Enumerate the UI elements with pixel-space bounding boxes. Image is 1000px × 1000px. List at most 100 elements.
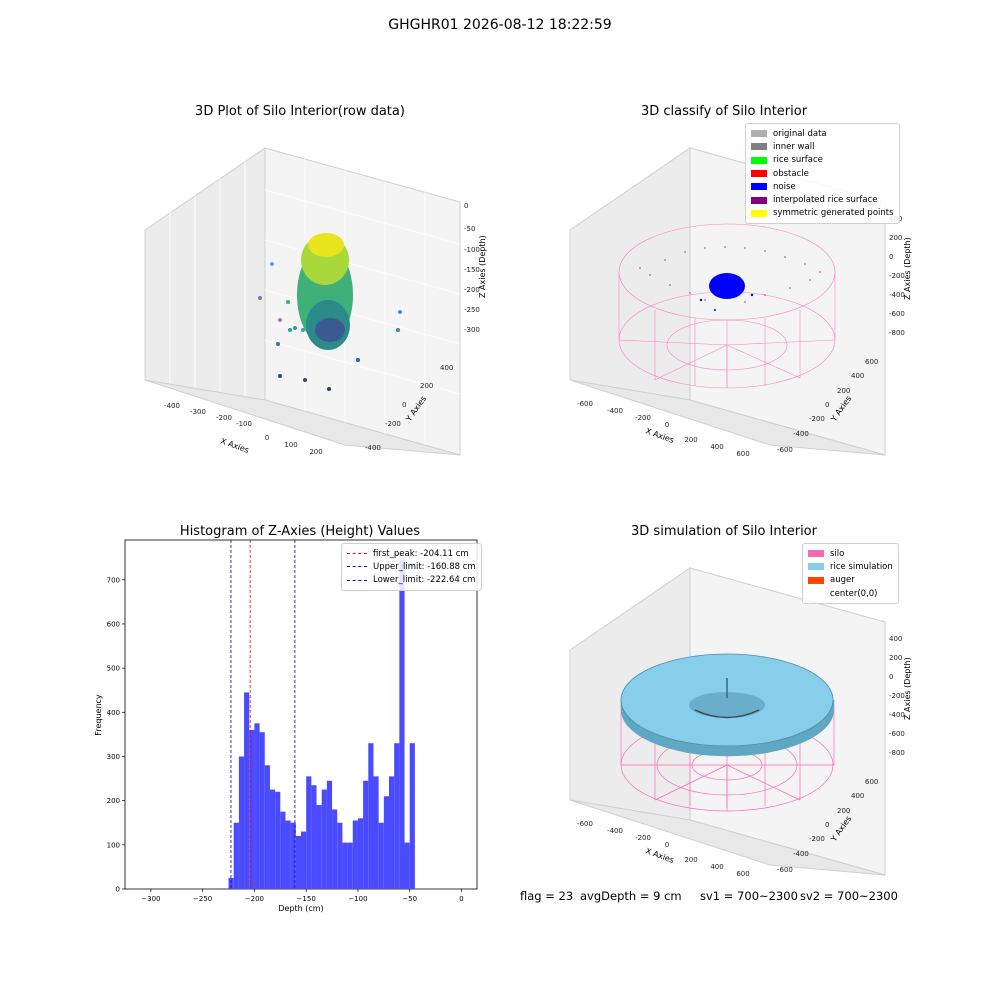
classify-ytick: 600	[865, 358, 878, 366]
classify-ytick: 400	[851, 372, 864, 380]
raw-ytick: -400	[365, 444, 381, 452]
legend-item: inner wall	[751, 140, 894, 153]
legend-swatch	[751, 130, 767, 138]
simulation-x-label: X Axies	[644, 846, 675, 865]
histogram-bar	[342, 842, 348, 889]
simulation-ytick: -200	[809, 835, 825, 843]
simulation-ztick: 400	[889, 635, 902, 643]
simulation-ytick: 400	[851, 792, 864, 800]
classify-ztick: -800	[889, 329, 905, 337]
simulation-ztick: 200	[889, 654, 902, 662]
legend-label: original data	[773, 128, 827, 139]
raw-ztick: -250	[464, 306, 480, 314]
simulation-y-ticks: -600 -400 -200 0 200 400 600	[777, 778, 878, 874]
histogram-bar	[378, 822, 384, 889]
raw-scatter-outliers	[258, 262, 402, 391]
legend-label: first_peak: -204.11 cm	[373, 548, 469, 559]
histogram-bar	[285, 820, 291, 889]
classify-ytick: 0	[825, 401, 829, 409]
histogram-bar	[249, 729, 255, 889]
simulation-plot-title: 3D simulation of Silo Interior	[631, 524, 817, 539]
legend-swatch	[808, 563, 824, 571]
raw-x-ticks: -400 -300 -200 -100 0 100 200	[164, 402, 323, 456]
legend-item: auger	[808, 574, 893, 587]
histogram-y-tick-label: 300	[107, 753, 120, 761]
histogram-bar	[316, 805, 322, 889]
histogram-bar	[399, 559, 405, 889]
raw-xtick: -300	[190, 408, 206, 416]
legend-item: rice surface	[751, 154, 894, 167]
raw-point-cloud	[297, 233, 353, 350]
histogram-bar	[269, 789, 276, 889]
raw-xtick: 200	[309, 448, 322, 456]
histogram-x-ticks: −300 −250 −200 −150 −100 −50 0	[141, 889, 464, 903]
histogram-x-tick-label: −150	[297, 895, 316, 903]
raw-x-label: X Axies	[219, 436, 250, 455]
simulation-ztick: -200	[889, 692, 905, 700]
legend-swatch	[808, 576, 824, 584]
classify-xtick: 400	[710, 443, 723, 451]
histogram-bar	[363, 780, 369, 889]
raw-xtick: -200	[216, 414, 232, 422]
raw-xtick: 100	[284, 441, 297, 449]
simulation-ytick: -600	[777, 866, 793, 874]
histogram-y-tick-label: 200	[107, 797, 120, 805]
classify-xtick: -600	[577, 400, 593, 408]
simulation-ytick: -400	[793, 850, 809, 858]
raw-plot-title: 3D Plot of Silo Interior(row data)	[195, 104, 405, 119]
legend-swatch	[808, 590, 824, 597]
histogram-bars	[228, 559, 415, 889]
histogram-bar	[275, 791, 281, 889]
raw-ztick: -200	[464, 286, 480, 294]
legend-label: Lower_limit: -222.64 cm	[373, 575, 476, 586]
simulation-xtick: 600	[736, 870, 749, 878]
classify-ztick: -200	[889, 272, 905, 280]
histogram-bar	[347, 842, 353, 889]
legend-label: auger	[830, 575, 855, 586]
classify-y-ticks: -600 -400 -200 0 200 400 600	[777, 358, 878, 454]
legend-line	[347, 553, 367, 555]
legend-item: first_peak: -204.11 cm	[347, 547, 476, 560]
legend-item: rice simulation	[808, 560, 893, 573]
simulation-ytick: 200	[837, 807, 850, 815]
histogram-frame	[124, 539, 478, 890]
histogram-bar	[389, 776, 395, 889]
histogram-y-tick-label: 0	[116, 886, 120, 894]
histogram-bar	[373, 776, 379, 889]
raw-ytick: 400	[440, 364, 453, 372]
legend-item: obstacle	[751, 167, 894, 180]
simulation-ytick: 600	[865, 778, 878, 786]
histogram-bar	[290, 822, 296, 889]
raw-xtick: -400	[164, 402, 180, 410]
simulation-legend: silo rice simulation auger center(0,0)	[802, 543, 899, 605]
simulation-z-ticks: 400 200 0 -200 -400 -600 -800	[889, 635, 905, 757]
sv2-text: sv2 = 700~2300	[800, 889, 898, 903]
classify-ztick: -400	[889, 291, 905, 299]
interpolated-surface-dots	[639, 246, 821, 303]
raw-xtick: -100	[236, 420, 252, 428]
histogram-bar	[228, 877, 234, 889]
classify-xtick: 200	[684, 436, 697, 444]
legend-item: center(0,0)	[808, 587, 893, 600]
legend-label: center(0,0)	[830, 588, 878, 599]
simulation-3d-plot: -600 -400 -200 0 200 400 600 X Axies -60…	[569, 567, 912, 878]
simulation-ztick: 0	[889, 673, 893, 681]
histogram-x-tick-label: −100	[348, 895, 367, 903]
raw-ztick: -100	[464, 246, 480, 254]
legend-swatch	[751, 170, 767, 178]
histogram-y-tick-label: 400	[107, 709, 120, 717]
raw-3d-panes	[144, 147, 461, 456]
classify-3d-panes	[569, 147, 886, 456]
avg-depth-text: avgDepth = 9 cm	[580, 889, 682, 903]
simulation-xtick: -200	[635, 834, 651, 842]
histogram-bar	[383, 796, 389, 889]
histogram-bar	[264, 765, 270, 889]
legend-item: noise	[751, 180, 894, 193]
histogram-bar	[321, 789, 327, 889]
classify-3d-plot: -600 -400 -200 0 200 400 600 X Axies -60…	[569, 147, 912, 458]
histogram-x-tick-label: −200	[245, 895, 264, 903]
raw-ztick: -300	[464, 326, 480, 334]
simulation-z-label: Z Axies (Depth)	[903, 657, 912, 720]
legend-label: inner wall	[773, 141, 815, 152]
legend-swatch	[751, 183, 767, 191]
